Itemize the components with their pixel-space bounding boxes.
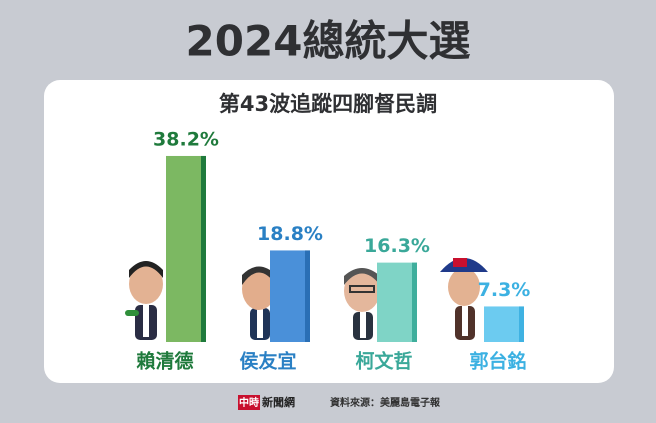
category-label: 侯友宜: [239, 350, 296, 373]
portraits: [125, 258, 488, 340]
category-label: 賴清德: [136, 350, 193, 373]
value-label: 18.8%: [257, 223, 323, 245]
value-label: 16.3%: [364, 235, 430, 257]
bar: [377, 262, 417, 342]
category-label: 柯文哲: [355, 350, 412, 373]
panel: [44, 80, 614, 383]
value-label: 7.3%: [478, 279, 531, 301]
category-label: 郭台銘: [469, 350, 526, 373]
bar-edge: [305, 250, 310, 342]
bar: [166, 155, 206, 342]
bar-edge: [519, 306, 524, 342]
bar-edge: [201, 155, 206, 342]
logo-text: 新聞網: [262, 395, 295, 409]
logo-mark: 中時: [239, 396, 259, 409]
bar-edge: [412, 262, 417, 342]
source: 資料來源：美麗島電子報: [330, 396, 441, 409]
chart-subtitle: 第43波追蹤四腳督民調: [219, 92, 437, 116]
logo-badge: [238, 395, 260, 410]
chart-title: 2024總統大選: [186, 17, 471, 66]
value-label: 38.2%: [153, 128, 219, 150]
bar: [270, 250, 310, 342]
bar: [484, 306, 524, 342]
